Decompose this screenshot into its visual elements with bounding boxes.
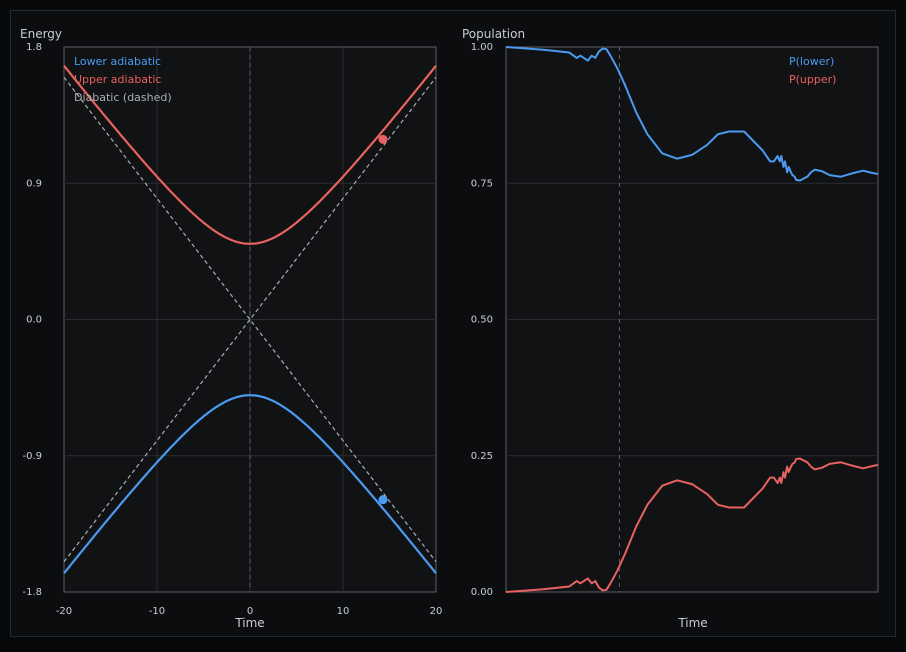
energy-ytick: 0.9 [26, 178, 42, 189]
energy-xtick: -20 [56, 606, 72, 617]
population-ytick: 0.50 [471, 315, 493, 326]
legend-p-upper: P(upper) [789, 73, 836, 86]
energy-ytick: -0.9 [22, 451, 42, 462]
lower-state-marker [378, 495, 388, 505]
diabatic-line-falling [63, 76, 437, 563]
upper-state-marker [378, 134, 388, 144]
lower-adiabatic-curve [63, 394, 437, 574]
legend-upper-adiabatic: Upper adiabatic [74, 73, 161, 86]
population-series [505, 46, 879, 593]
legend-lower-adiabatic: Lower adiabatic [74, 55, 161, 68]
population-ylabel: Population [462, 27, 525, 41]
energy-ytick: -1.8 [22, 587, 42, 598]
energy-xtick: 0 [247, 606, 253, 617]
legend-p-lower: P(lower) [789, 55, 834, 68]
population-ytick: 1.00 [471, 42, 493, 53]
population-ytick: 0.75 [471, 178, 493, 189]
energy-xtick: -10 [149, 606, 165, 617]
p-upper-curve [505, 457, 879, 593]
population-ytick: 0.25 [471, 451, 493, 462]
energy-ytick: 1.8 [26, 42, 42, 53]
population-ticks: 1.00 0.75 0.50 0.25 0.00 [471, 42, 493, 598]
energy-ylabel: Energy [20, 27, 62, 41]
energy-grid [64, 47, 436, 592]
population-grid [506, 47, 878, 592]
energy-xtick: 20 [430, 606, 443, 617]
energy-ticks: -20 -10 0 10 20 1.8 0.9 0.0 -0.9 -1.8 [22, 42, 442, 617]
population-panel: 1.00 0.75 0.50 0.25 0.00 Population Time P(l… [462, 27, 879, 630]
p-lower-curve [505, 46, 879, 182]
energy-xtick: 10 [337, 606, 350, 617]
energy-ytick: 0.0 [26, 315, 42, 326]
population-xlabel: Time [677, 616, 707, 630]
population-legend: P(lower) P(upper) [789, 55, 836, 86]
energy-legend: Lower adiabatic Upper adiabatic Diabatic… [74, 55, 172, 104]
diabatic-line-rising [63, 76, 437, 563]
population-ytick: 0.00 [471, 587, 493, 598]
legend-diabatic: Diabatic (dashed) [74, 91, 172, 104]
energy-series [63, 65, 437, 574]
energy-panel: -20 -10 0 10 20 1.8 0.9 0.0 -0.9 -1.8 Energy Time… [20, 27, 442, 630]
energy-xlabel: Time [234, 616, 264, 630]
upper-adiabatic-curve [63, 65, 437, 245]
